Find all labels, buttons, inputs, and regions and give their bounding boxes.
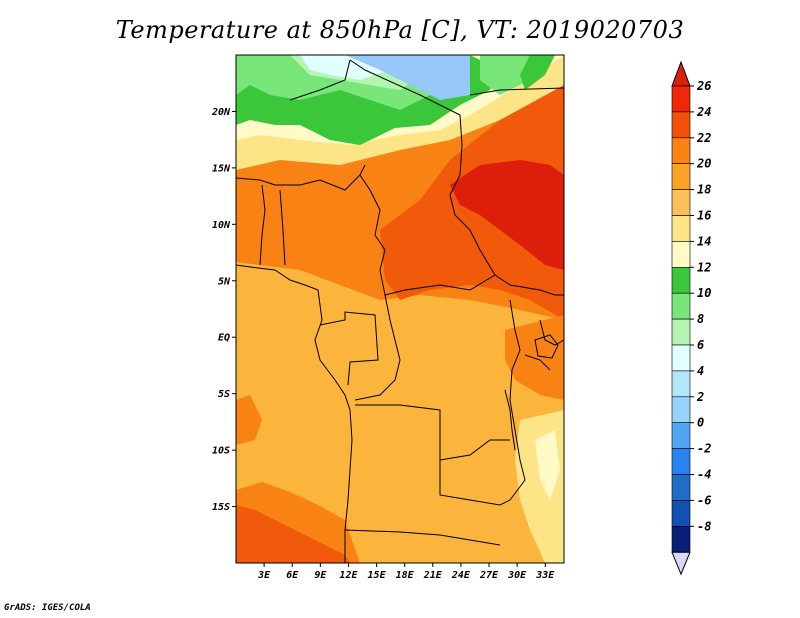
- lat-tick-label: 5N: [218, 276, 231, 287]
- colorbar-swatch: [671, 370, 691, 398]
- lon-tick-label: 6E: [286, 570, 299, 581]
- colorbar-label: 0: [697, 416, 704, 430]
- grads-credit: GrADS: IGES/COLA: [4, 603, 91, 613]
- colorbar-swatch: [671, 137, 691, 165]
- colorbar-label: -2: [697, 442, 711, 456]
- borders: [236, 59, 564, 563]
- border-east-2: [524, 354, 551, 371]
- colorbar-swatch: [671, 396, 691, 423]
- field-dark-orange-south: [236, 505, 350, 563]
- colorbar-swatch: [671, 525, 691, 553]
- border-niger-chad: [359, 174, 386, 296]
- colorbar-label: 14: [697, 234, 711, 248]
- border-east-1: [539, 319, 564, 346]
- colorbar-label: 24: [696, 105, 711, 119]
- colorbar-top-arrow: [671, 60, 691, 87]
- lon-tick-label: 30E: [507, 570, 527, 581]
- border-angola-south: [344, 529, 501, 546]
- border-west-1: [236, 177, 300, 186]
- colorbar-swatch: [671, 266, 691, 294]
- lat-tick-label: 5S: [218, 389, 230, 400]
- colorbar-label: -6: [697, 493, 711, 507]
- border-drc-east: [509, 299, 526, 501]
- colorbar-label: 12: [697, 260, 711, 274]
- colorbar-label: -8: [697, 519, 711, 533]
- border-west-3: [279, 189, 286, 266]
- field-orange-southwest: [236, 395, 262, 445]
- coastline-west-africa: [236, 264, 353, 563]
- lat-tick-label: 10S: [212, 446, 230, 457]
- field-red-core: [450, 160, 564, 270]
- lon-tick-label: 21E: [423, 570, 443, 581]
- colorbar-swatch: [671, 318, 691, 346]
- border-zambia: [439, 439, 510, 461]
- lat-tick-label: 15N: [212, 163, 231, 174]
- field-light-blue-north: [345, 55, 470, 100]
- border-north-2: [349, 59, 463, 176]
- colorbar-swatch: [671, 111, 691, 139]
- colorbar-swatch: [671, 474, 691, 501]
- map-plot-area: [236, 55, 564, 563]
- colorbar-swatch: [671, 344, 691, 372]
- lat-tick-label: 20N: [211, 107, 231, 118]
- longitude-axis: 3E 6E 9E 12E 15E 18E 21E 24E 27E 30E 33E: [257, 563, 555, 581]
- lake-victoria: [534, 334, 559, 359]
- border-gabon: [319, 311, 379, 386]
- border-nigeria: [299, 164, 366, 191]
- colorbar-label: 10: [697, 286, 711, 300]
- border-congo-drc: [354, 294, 401, 401]
- colorbar-swatch: [671, 500, 691, 527]
- colorbar-label: 8: [697, 312, 704, 326]
- border-west-2: [259, 184, 266, 266]
- colorbar-label: -4: [697, 468, 711, 482]
- field-green-ne-dark: [520, 55, 555, 90]
- colorbar-swatch: [671, 189, 691, 216]
- lat-tick-label: 15S: [212, 502, 230, 513]
- lon-tick-label: 27E: [479, 570, 499, 581]
- colorbar-swatch: [671, 241, 691, 268]
- border-chad-sudan: [449, 174, 564, 296]
- lake-tanganyika: [504, 389, 516, 451]
- colorbar-label: 18: [697, 183, 711, 197]
- border-car: [384, 274, 496, 296]
- map-frame: [235, 54, 565, 564]
- latitude-axis: 20N 15N 10N 5N EQ 5S 10S 15S: [211, 107, 236, 513]
- colorbar-label: 16: [697, 209, 711, 223]
- map-title: Temperature at 850hPa [C], VT: 201902070…: [115, 16, 685, 44]
- colorbar-swatch: [671, 448, 691, 475]
- colorbar-bottom-arrow: [671, 551, 691, 576]
- lat-tick-label: 10N: [212, 220, 231, 231]
- field-cream-east: [535, 430, 560, 500]
- colorbar-swatch: [671, 85, 691, 113]
- colorbar-label: 2: [696, 390, 704, 404]
- colorbar-swatch: [671, 292, 691, 320]
- lon-tick-label: 15E: [368, 570, 387, 581]
- colorbar-label: 22: [696, 131, 711, 145]
- colorbar-label: 6: [697, 338, 704, 352]
- lat-tick-label: EQ: [218, 333, 230, 344]
- colorbar-swatch: [671, 163, 691, 190]
- border-north-1: [289, 59, 351, 101]
- lon-tick-label: 12E: [339, 570, 358, 581]
- colorbar-swatch: [671, 422, 691, 449]
- colorbar-label: 4: [697, 364, 704, 378]
- colorbar-label: 26: [696, 79, 711, 93]
- lon-tick-label: 3E: [257, 570, 271, 581]
- lon-tick-label: 33E: [535, 570, 555, 581]
- lon-tick-label: 24E: [451, 570, 471, 581]
- border-north-east: [469, 87, 564, 96]
- colorbar-label: 20: [696, 157, 711, 171]
- colorbar-swatch: [671, 215, 691, 242]
- lon-tick-label: 18E: [396, 570, 415, 581]
- field-orange-east: [505, 315, 564, 400]
- lon-tick-label: 9E: [314, 570, 327, 581]
